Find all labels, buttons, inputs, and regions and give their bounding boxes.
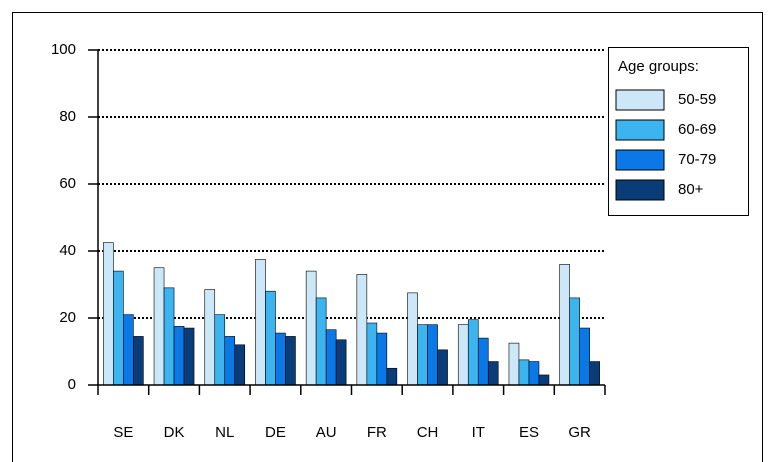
legend-title: Age groups:: [618, 58, 699, 75]
bar: [204, 289, 216, 386]
bar: [569, 297, 580, 386]
bar: [173, 326, 185, 386]
x-tick-label: DE: [265, 424, 286, 441]
bar: [559, 264, 570, 386]
x-tick-label: NL: [215, 424, 234, 441]
bar: [234, 344, 246, 386]
x-tick-label: FR: [367, 424, 387, 441]
bar: [335, 339, 347, 386]
legend-swatch: [615, 179, 665, 201]
y-tick-label: 60: [59, 175, 76, 192]
bar: [214, 314, 226, 386]
bar: [315, 297, 327, 386]
frame: [12, 12, 763, 462]
legend-label: 60-69: [678, 121, 716, 138]
bar: [265, 290, 276, 386]
bar: [518, 359, 530, 386]
bar: [407, 292, 418, 386]
x-tick-label: GR: [568, 424, 591, 441]
bar: [113, 270, 124, 386]
legend-swatch: [615, 119, 665, 141]
bar: [417, 324, 428, 386]
bar: [528, 361, 540, 386]
bar: [224, 336, 236, 386]
bar: [153, 267, 165, 386]
x-tick-label: SE: [113, 424, 133, 441]
x-tick-label: DK: [164, 424, 185, 441]
bar: [427, 324, 438, 386]
bar: [457, 324, 469, 386]
bar: [538, 374, 550, 386]
bar: [386, 367, 398, 386]
bar: [285, 336, 296, 386]
legend-swatch: [615, 149, 665, 171]
x-tick-label: AU: [316, 424, 337, 441]
bar: [437, 349, 448, 386]
bar: [508, 342, 520, 386]
bar: [163, 287, 175, 386]
bar: [305, 270, 317, 386]
bar: [356, 274, 368, 386]
bar: [325, 329, 337, 386]
bar: [366, 322, 378, 386]
bar: [183, 327, 195, 386]
x-tick-label: ES: [519, 424, 539, 441]
bar: [103, 242, 114, 386]
bar: [467, 319, 479, 386]
x-tick-label: CH: [417, 424, 439, 441]
bar: [275, 332, 286, 386]
bar: [376, 332, 388, 386]
y-tick-label: 100: [51, 41, 76, 58]
bar: [487, 361, 499, 386]
y-tick-label: 40: [59, 242, 76, 259]
bar: [579, 327, 590, 386]
bar: [589, 361, 600, 386]
y-tick-label: 0: [68, 376, 76, 393]
legend-swatch: [615, 89, 665, 111]
bar: [123, 314, 134, 386]
legend-label: 50-59: [678, 91, 716, 108]
y-tick-label: 80: [59, 108, 76, 125]
bar: [133, 336, 144, 386]
bar: [255, 259, 266, 386]
legend-label: 70-79: [678, 151, 716, 168]
x-tick-label: IT: [472, 424, 485, 441]
bar: [477, 337, 489, 386]
legend-label: 80+: [678, 181, 704, 198]
y-tick-label: 20: [59, 309, 76, 326]
